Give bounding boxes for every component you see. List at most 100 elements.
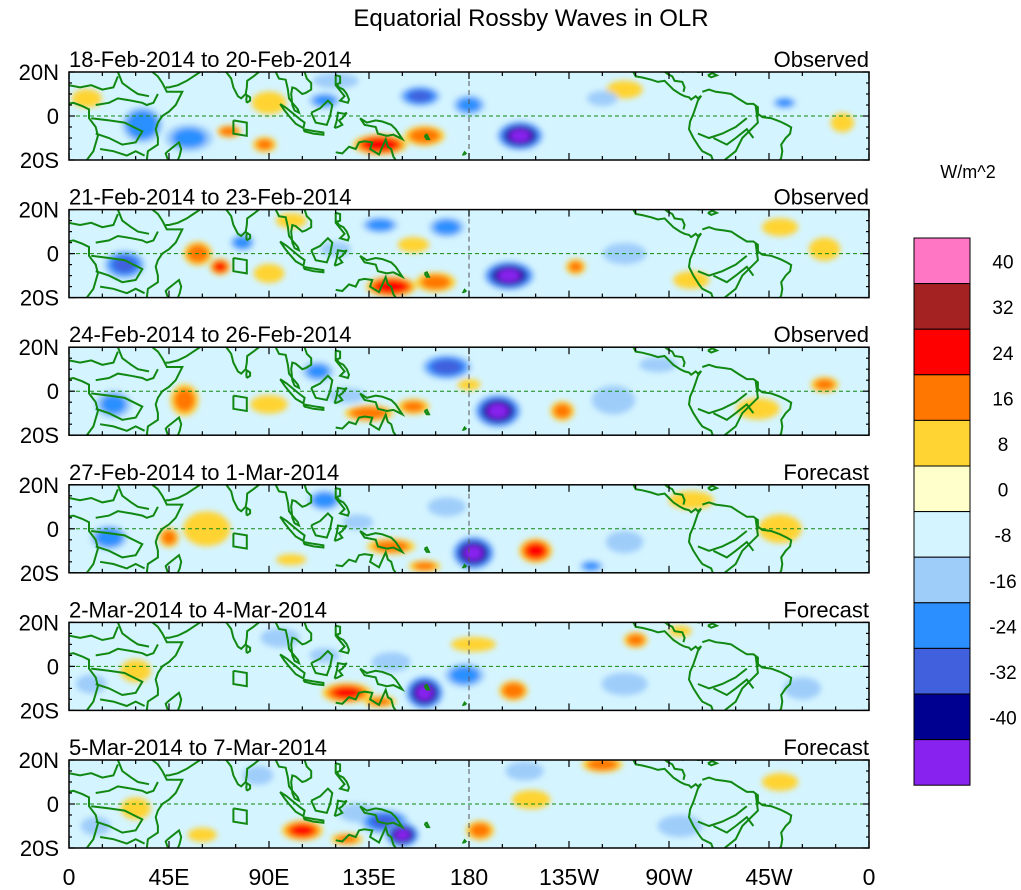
coastline: [723, 105, 759, 160]
panel-ticks: [68, 71, 870, 161]
panel-period: 24-Feb-2014 to 26-Feb-2014: [69, 322, 352, 347]
contour-level-24: [290, 824, 315, 837]
coastline: [69, 76, 119, 91]
coastline: [632, 622, 714, 711]
coastline: [334, 487, 351, 517]
positive-anomaly: [582, 760, 623, 773]
colorbar-label: -32: [989, 663, 1016, 684]
anomaly-contours: [95, 354, 839, 428]
coastline: [274, 72, 313, 115]
coastline: [423, 133, 431, 141]
coastline: [359, 117, 406, 142]
contour-level-16: [502, 682, 525, 699]
positive-anomaly: [499, 680, 528, 701]
region-box: [232, 119, 248, 137]
contour-level-16: [408, 128, 441, 144]
negative-anomaly: [421, 354, 472, 380]
coastline: [116, 347, 150, 373]
coastline: [632, 347, 714, 436]
coastline: [359, 530, 406, 555]
coastline: [145, 484, 184, 573]
coastline: [165, 622, 201, 639]
panel-kind: Forecast: [783, 597, 869, 622]
coastlines: [69, 347, 793, 436]
contour-level-16: [626, 634, 645, 646]
negative-anomaly: [591, 385, 636, 415]
colorbar-label: -16: [989, 572, 1016, 593]
contour-level--16: [126, 110, 159, 140]
positive-anomaly: [367, 538, 416, 555]
coastline: [69, 213, 119, 229]
coastline: [217, 484, 260, 513]
contour-level--8: [327, 387, 367, 404]
coastline: [95, 506, 159, 519]
x-axis: 0 45E 90E 135E 180 135W 90W 45W 0: [63, 864, 876, 890]
contour-level-16: [402, 401, 425, 413]
negative-anomaly: [601, 672, 648, 696]
contour-level--16: [457, 97, 481, 113]
contour-level-16: [568, 261, 583, 273]
contour-level--8: [242, 765, 274, 785]
coastline: [310, 649, 334, 677]
colorbar-label: -40: [989, 709, 1016, 730]
coastline: [651, 347, 686, 368]
negative-anomaly: [639, 357, 677, 373]
coastline: [335, 687, 397, 711]
panel-2: 21-Feb-2014 to 23-Feb-2014 Observed 20N 0 20…: [19, 185, 870, 311]
coastline: [245, 781, 252, 792]
colorbar-swatch: [913, 511, 971, 558]
y-tick-label: 20N: [19, 473, 59, 498]
y-tick-label: 20S: [20, 286, 59, 311]
coastline: [302, 678, 325, 687]
coastline: [302, 265, 325, 274]
coastline: [302, 541, 325, 549]
panel-ticks: [68, 346, 870, 436]
colorbar-swatch: [913, 556, 971, 604]
positive-anomaly: [252, 136, 277, 153]
contour-level--8: [371, 652, 411, 672]
coastline: [359, 667, 406, 693]
coastline: [116, 760, 150, 786]
contour-level--8: [260, 628, 300, 648]
contour-level--8: [80, 816, 111, 836]
coastline: [333, 799, 348, 818]
contour-level-8: [808, 237, 841, 261]
coastline: [697, 667, 748, 690]
colorbar-label: -24: [989, 617, 1017, 638]
panel-ticks: [68, 484, 870, 574]
positive-anomaly: [810, 376, 839, 393]
y-tick-label: 20S: [20, 561, 59, 586]
contour-level--16: [582, 562, 600, 571]
y-tick-label: 20S: [20, 836, 59, 861]
negative-anomaly: [496, 121, 544, 151]
coastline: [697, 117, 748, 140]
x-tick-label: 0: [63, 864, 76, 890]
coastline: [334, 624, 351, 655]
coastline: [302, 816, 325, 824]
coastline: [164, 828, 183, 848]
negative-anomaly: [452, 95, 486, 115]
coastline: [164, 278, 183, 298]
x-tick-label: 180: [450, 864, 488, 890]
coastline: [165, 484, 201, 502]
panel-field: [69, 209, 869, 298]
x-tick-label: 45E: [149, 864, 190, 890]
coastline: [701, 776, 793, 848]
panel-kind: Observed: [774, 322, 869, 347]
coastlines: [69, 209, 793, 298]
coastline: [95, 781, 159, 795]
negative-anomaly: [385, 822, 420, 848]
contour-level--40: [463, 545, 483, 561]
coastline: [423, 270, 431, 278]
coastline: [279, 240, 306, 268]
positive-anomaly: [187, 827, 217, 842]
anomaly-contours: [103, 212, 841, 297]
coastline: [302, 403, 325, 412]
positive-anomaly: [511, 790, 551, 810]
coastline: [91, 254, 144, 284]
coastline: [69, 488, 119, 504]
coastline: [334, 74, 351, 105]
coastline: [723, 656, 759, 711]
coastline: [333, 386, 348, 405]
